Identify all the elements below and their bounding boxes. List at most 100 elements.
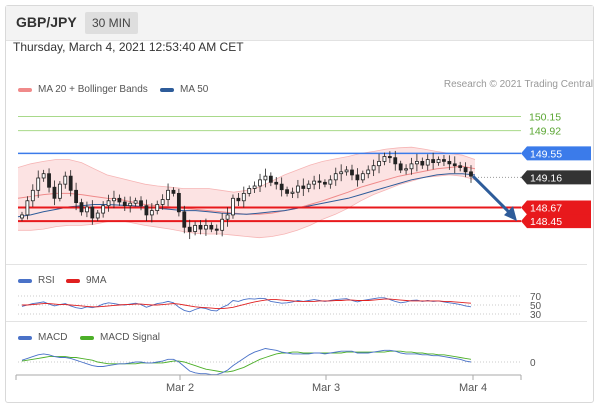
- candle-body: [306, 183, 311, 189]
- legend-swatch: [18, 278, 32, 283]
- legend-swatch: [66, 278, 80, 283]
- timestamp-label: Thursday, March 4, 2021 12:53:40 AM CET: [13, 40, 244, 54]
- level-label: 149.55: [530, 148, 562, 160]
- candle-body: [350, 169, 354, 176]
- legend-ma20-bb: MA 20 + Bollinger Bands: [18, 84, 148, 95]
- last-price-tag: [521, 170, 591, 185]
- legend-label: RSI: [38, 275, 55, 286]
- legend-macd: MACD: [18, 332, 67, 343]
- candle-body: [458, 165, 463, 168]
- level-label: 150.15: [529, 111, 561, 123]
- macd-signal-line: [21, 350, 472, 373]
- legend-rsi-ma: 9MA: [66, 275, 107, 286]
- timeframe-badge[interactable]: 30 MIN: [85, 12, 138, 34]
- x-tick-label: Mar 4: [459, 382, 487, 394]
- candle-body: [328, 179, 333, 185]
- candle-body: [268, 175, 273, 183]
- x-tick-label: Mar 2: [166, 382, 194, 394]
- candle-body: [339, 171, 344, 175]
- candle-body: [25, 200, 30, 216]
- rsi-tick-label: 70: [530, 292, 542, 303]
- rsi-ma-line: [22, 298, 472, 310]
- candle-body: [171, 189, 176, 194]
- candle-body: [74, 189, 78, 204]
- legend-macd-signal: MACD Signal: [80, 332, 160, 343]
- legend-swatch: [160, 87, 174, 92]
- legend-swatch: [80, 335, 94, 340]
- candle-body: [79, 202, 84, 213]
- candle-body: [117, 197, 122, 203]
- pivot-level-tag: [521, 146, 591, 161]
- candle-body: [409, 163, 414, 170]
- candle-body: [290, 191, 295, 194]
- candle-body: [214, 228, 219, 231]
- support-level-tag: [521, 214, 591, 229]
- candle-body: [225, 214, 230, 220]
- macd-tick-label: 0: [530, 358, 536, 369]
- candle-body: [106, 200, 111, 207]
- candle-body: [366, 169, 371, 175]
- candle-body: [258, 179, 262, 187]
- candle-body: [377, 160, 381, 167]
- legend-ma50: MA 50: [160, 84, 208, 95]
- legend-rsi: RSI: [18, 275, 55, 286]
- candle-body: [431, 159, 436, 164]
- candle-body: [442, 159, 446, 162]
- candle-body: [312, 180, 317, 185]
- candle-body: [469, 171, 473, 177]
- candle-body: [371, 165, 376, 171]
- candle-body: [333, 173, 338, 181]
- candle-body: [241, 192, 246, 202]
- legend-label: MA 20 + Bollinger Bands: [38, 84, 148, 95]
- candle-body: [355, 174, 360, 181]
- candle-body: [436, 159, 441, 164]
- candle-body: [133, 200, 138, 204]
- candle-body: [398, 163, 403, 171]
- legend-label: MACD Signal: [100, 332, 161, 343]
- candle-body: [425, 159, 430, 166]
- candle-body: [155, 204, 160, 212]
- bollinger-band-area: [18, 147, 475, 238]
- candle-body: [323, 181, 327, 185]
- candle-body: [166, 189, 170, 200]
- candle-body: [204, 224, 208, 230]
- candle-body: [144, 205, 149, 216]
- candle-body: [452, 163, 457, 167]
- candle-body: [63, 175, 68, 185]
- candle-body: [122, 201, 127, 207]
- level-label: 149.16: [530, 172, 562, 184]
- chart-header: GBP/JPY 30 MIN: [6, 6, 593, 41]
- level-label: 148.67: [530, 203, 562, 215]
- level-label: 148.45: [530, 216, 562, 228]
- candle-body: [285, 189, 289, 194]
- candle-body: [360, 173, 365, 181]
- candle-body: [415, 160, 419, 165]
- candle-body: [36, 177, 41, 191]
- panel-divider: [6, 264, 587, 265]
- candle-body: [404, 168, 408, 171]
- rsi-tick-label: 50: [530, 301, 542, 312]
- candle-body: [139, 200, 143, 207]
- candle-body: [101, 205, 106, 214]
- research-credit: Research © 2021 Trading Central: [443, 79, 593, 90]
- candle-body: [57, 183, 62, 199]
- candle-body: [317, 180, 322, 183]
- candle-body: [231, 197, 235, 216]
- candle-body: [274, 181, 279, 185]
- candle-body: [112, 197, 116, 202]
- candle-body: [209, 224, 214, 230]
- rsi-tick-label: 30: [530, 310, 542, 321]
- candle-body: [279, 183, 284, 191]
- support-level-tag: [521, 200, 591, 215]
- forecast-arrow-shaft: [471, 175, 513, 216]
- bollinger-upper-line: [17, 146, 476, 193]
- candle-body: [387, 156, 392, 159]
- x-tick-label: Mar 3: [312, 382, 340, 394]
- candle-body: [193, 224, 198, 232]
- candle-body: [252, 185, 257, 189]
- forecast-arrowhead: [504, 206, 517, 222]
- candle-body: [382, 156, 387, 162]
- panel-divider: [6, 321, 587, 322]
- legend-label: MA 50: [180, 84, 209, 95]
- candle-body: [393, 157, 398, 165]
